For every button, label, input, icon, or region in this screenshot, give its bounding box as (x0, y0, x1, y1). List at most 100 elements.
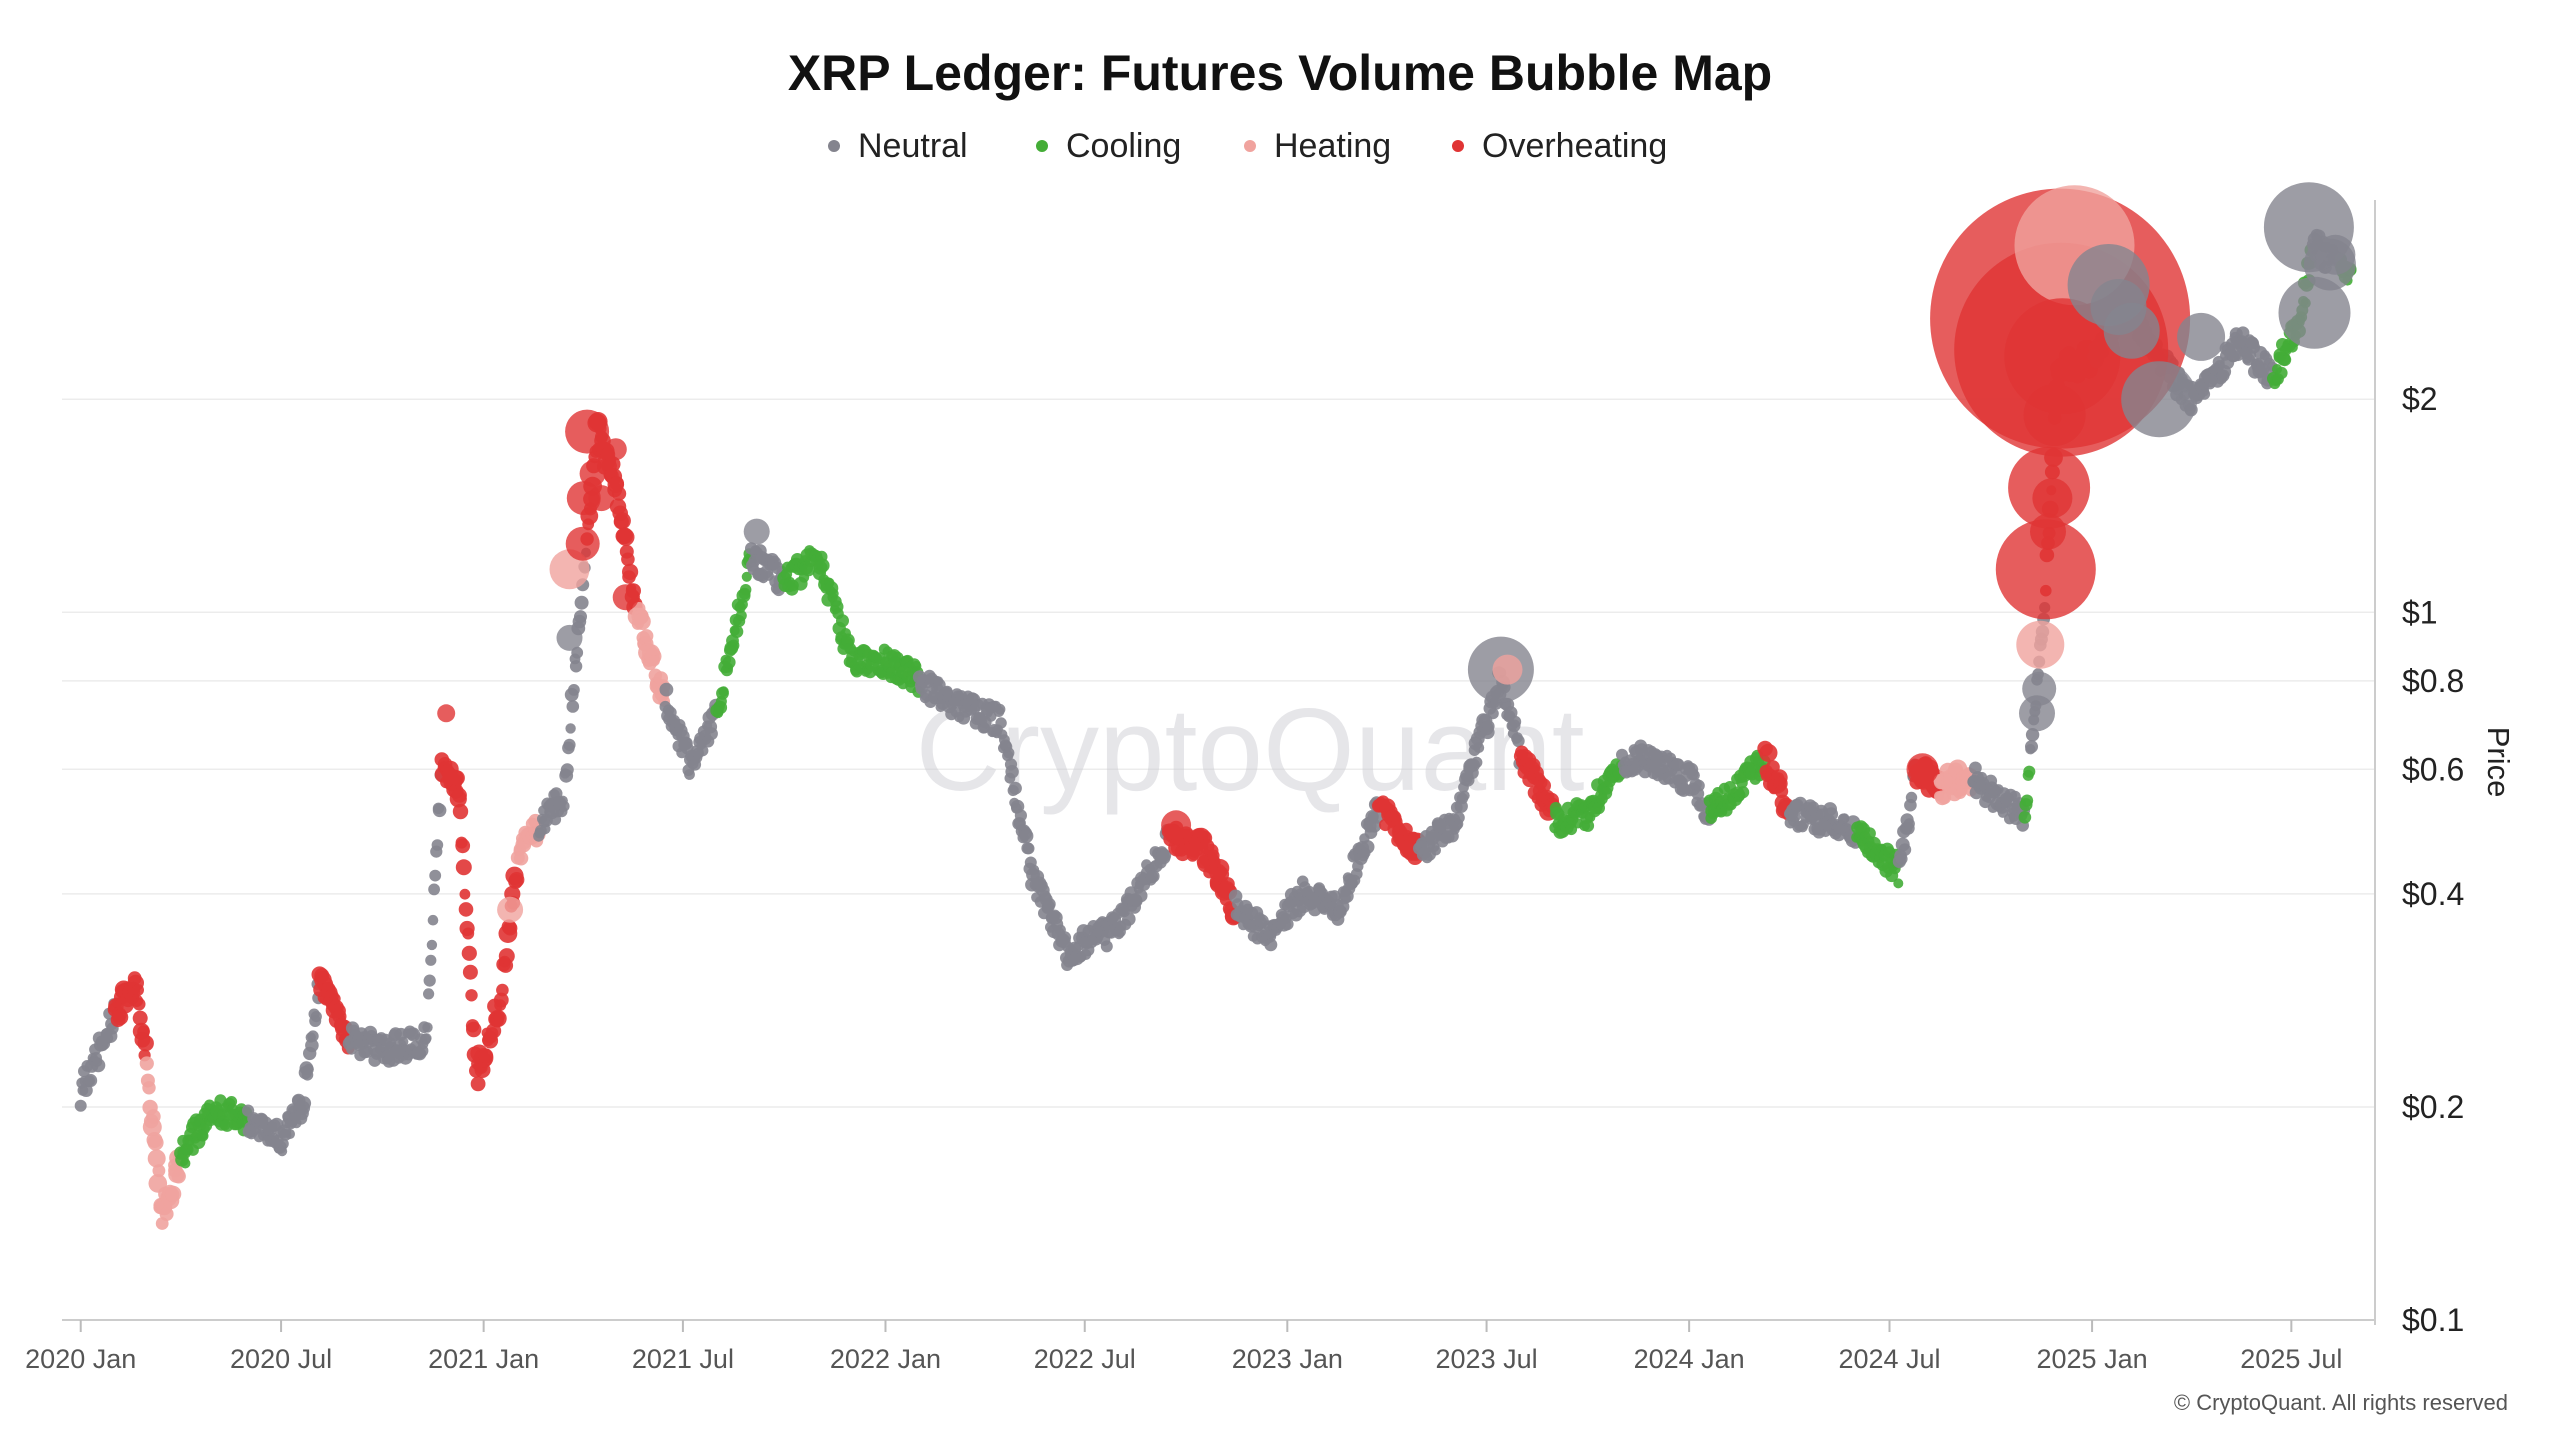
y-tick-label: $0.2 (2402, 1089, 2464, 1125)
x-tick-label: 2020 Jul (230, 1344, 332, 1374)
point-neutral (1473, 742, 1485, 753)
point-cooling (727, 639, 740, 652)
watermark: CryptoQuant (916, 684, 1585, 816)
point-neutral (1003, 747, 1015, 759)
point-cooling (2021, 794, 2034, 807)
point-overheating (137, 1035, 154, 1052)
point-neutral (432, 803, 447, 818)
point-neutral (423, 974, 436, 987)
point-cooling (730, 625, 744, 638)
point-overheating (470, 1076, 486, 1092)
legend-label-heating[interactable]: Heating (1274, 127, 1391, 165)
x-tick-label: 2025 Jul (2240, 1344, 2342, 1374)
point-neutral (1788, 810, 1801, 823)
point-cooling (815, 558, 830, 573)
point-neutral (428, 883, 440, 896)
bubble-overheating (2030, 513, 2066, 550)
legend-marker-neutral[interactable] (828, 140, 840, 152)
point-cooling (1581, 819, 1595, 832)
bubble-overheating (565, 526, 600, 561)
y-axis-label: Price (2481, 727, 2516, 798)
bubble-neutral (2315, 234, 2356, 275)
point-overheating (1759, 743, 1778, 763)
point-neutral (684, 769, 695, 780)
point-heating (147, 1134, 164, 1151)
point-neutral (1014, 809, 1027, 822)
point-heating (513, 851, 529, 866)
point-overheating (462, 964, 478, 980)
point-neutral (1008, 781, 1022, 795)
x-tick-label: 2022 Jan (830, 1344, 941, 1374)
point-heating (171, 1169, 186, 1184)
point-cooling (2278, 353, 2292, 367)
point-cooling (1737, 786, 1750, 799)
point-cooling (180, 1158, 191, 1169)
legend-label-cooling[interactable]: Cooling (1066, 127, 1181, 165)
point-heating (146, 1109, 161, 1124)
point-neutral (1043, 897, 1056, 911)
point-neutral (1122, 912, 1136, 926)
point-neutral (574, 610, 587, 624)
point-overheating (455, 859, 472, 876)
point-neutral (2025, 740, 2038, 754)
point-heating (147, 1149, 166, 1168)
point-heating (159, 1207, 174, 1221)
bubble-overheating (612, 584, 639, 611)
point-neutral (1159, 849, 1172, 862)
point-neutral (1509, 715, 1522, 728)
bubble-overheating (1995, 519, 2096, 620)
point-neutral (398, 1036, 409, 1047)
bubble-heating (2016, 620, 2065, 669)
point-overheating (493, 1011, 505, 1023)
point-heating (152, 1164, 166, 1178)
point-neutral (91, 1058, 106, 1073)
bubble-neutral (2103, 302, 2160, 359)
point-heating (142, 1081, 156, 1095)
point-overheating (459, 888, 471, 900)
point-heating (633, 612, 651, 631)
bubble-overheating (588, 485, 615, 512)
y-tick-label: $0.1 (2402, 1302, 2464, 1338)
point-neutral (2198, 388, 2211, 400)
point-neutral (423, 988, 435, 1000)
point-overheating (137, 1025, 150, 1038)
point-neutral (1019, 829, 1034, 843)
point-neutral (421, 1033, 432, 1044)
point-overheating (493, 992, 509, 1008)
y-tick-label: $0.4 (2402, 876, 2464, 912)
point-overheating (478, 1048, 494, 1064)
point-cooling (836, 614, 849, 628)
point-neutral (1471, 756, 1483, 769)
bubble-overheating (604, 438, 627, 461)
point-neutral (84, 1073, 98, 1088)
point-neutral (659, 682, 674, 697)
bubble-heating (497, 896, 524, 923)
point-overheating (458, 902, 474, 917)
bubble-neutral (743, 518, 770, 545)
y-tick-label: $0.6 (2402, 751, 2464, 787)
legend-marker-heating[interactable] (1244, 140, 1256, 152)
point-neutral (1693, 779, 1705, 792)
point-neutral (1146, 869, 1160, 883)
point-neutral (1360, 840, 1375, 854)
point-neutral (566, 700, 580, 713)
point-heating (139, 1056, 154, 1071)
point-overheating (466, 1021, 482, 1038)
legend-label-neutral[interactable]: Neutral (858, 127, 968, 165)
bubble-neutral (2278, 276, 2351, 349)
legend-marker-cooling[interactable] (1036, 140, 1048, 152)
legend-label-overheating[interactable]: Overheating (1482, 127, 1667, 165)
bubble-neutral (2121, 361, 2198, 438)
point-neutral (1022, 842, 1035, 855)
point-neutral (305, 1038, 319, 1053)
point-overheating (465, 989, 478, 1002)
chart-title: XRP Ledger: Futures Volume Bubble Map (788, 45, 1772, 101)
point-neutral (303, 1064, 314, 1075)
x-tick-label: 2023 Jul (1436, 1344, 1538, 1374)
legend-marker-overheating[interactable] (1452, 140, 1464, 152)
legend: Neutral Cooling Heating Overheating (828, 127, 1667, 165)
point-overheating (496, 983, 509, 997)
point-neutral (1058, 931, 1072, 944)
point-cooling (2023, 765, 2036, 778)
point-overheating (1536, 778, 1552, 793)
